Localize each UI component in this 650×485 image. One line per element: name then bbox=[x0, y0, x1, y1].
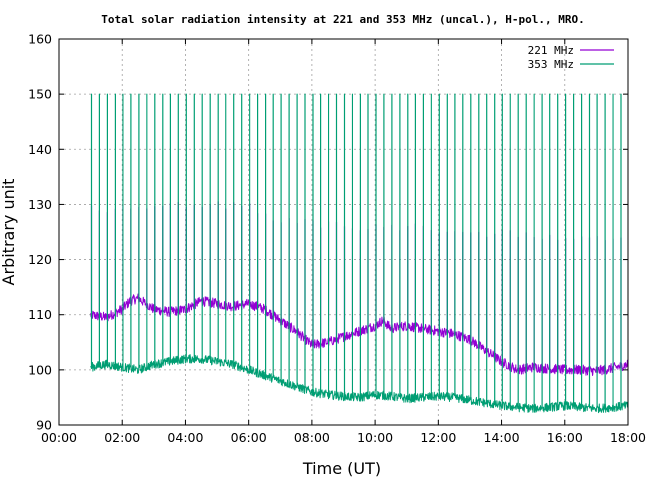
x-tick-label: 02:00 bbox=[104, 430, 140, 445]
x-tick-label: 18:00 bbox=[610, 430, 646, 445]
y-tick-label: 140 bbox=[28, 142, 52, 157]
y-tick-label: 130 bbox=[28, 197, 52, 212]
y-tick-label: 120 bbox=[28, 252, 52, 267]
x-tick-label: 10:00 bbox=[357, 430, 393, 445]
legend: 221 MHz 353 MHz bbox=[528, 44, 614, 71]
y-tick-label: 110 bbox=[28, 307, 52, 322]
x-tick-label: 14:00 bbox=[484, 430, 520, 445]
ticks: 00:00 02:00 04:00 06:00 08:00 10:00 12:00 14:00… bbox=[28, 32, 646, 446]
x-axis-label: Time (UT) bbox=[302, 459, 381, 478]
x-tick-label: 06:00 bbox=[231, 430, 267, 445]
y-tick-label: 160 bbox=[28, 32, 52, 47]
y-axis-label: Arbitrary unit bbox=[0, 179, 18, 286]
x-tick-label: 16:00 bbox=[547, 430, 583, 445]
series-layer bbox=[90, 93, 629, 414]
series-line-353-mhz bbox=[90, 93, 628, 414]
y-tick-label: 90 bbox=[36, 418, 52, 433]
chart-title: Total solar radiation intensity at 221 a… bbox=[101, 13, 584, 26]
x-tick-label: 12:00 bbox=[420, 430, 456, 445]
x-tick-label: 04:00 bbox=[167, 430, 203, 445]
series-line-221-mhz bbox=[90, 201, 629, 376]
x-tick-label: 00:00 bbox=[41, 430, 77, 445]
y-tick-label: 150 bbox=[28, 87, 52, 102]
x-tick-label: 08:00 bbox=[294, 430, 330, 445]
y-tick-label: 100 bbox=[28, 362, 52, 377]
plot-frame bbox=[58, 38, 629, 426]
legend-label-353mhz: 353 MHz bbox=[528, 58, 574, 71]
legend-label-221mhz: 221 MHz bbox=[528, 44, 574, 57]
